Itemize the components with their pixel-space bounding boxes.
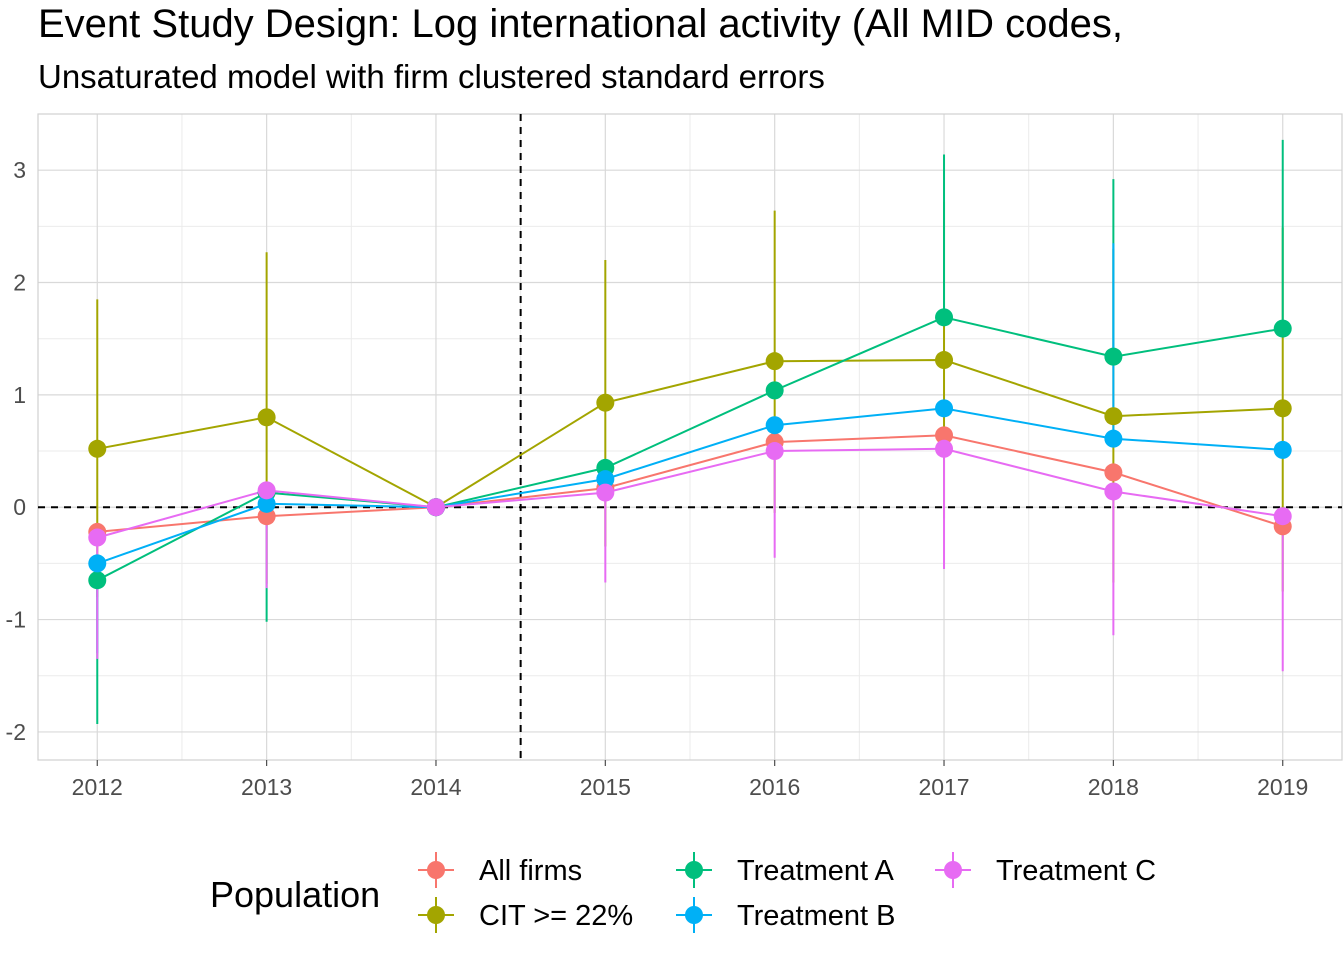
point-treatment-b-2012 <box>88 554 107 573</box>
legend-title: Population <box>210 874 380 915</box>
legend-key-point <box>427 861 445 879</box>
series-points <box>88 308 1292 590</box>
legend-key-point <box>685 861 703 879</box>
x-tick-label: 2019 <box>1257 774 1308 800</box>
point-cit-22-2017 <box>935 351 954 370</box>
legend: Population All firms CIT >= 22% Treatment A… <box>210 852 1156 933</box>
point-cit-22-2016 <box>765 352 784 371</box>
legend-item-treatment-a: Treatment A <box>676 852 895 888</box>
legend-key-point <box>685 906 703 924</box>
point-all-firms-2017 <box>935 426 954 445</box>
point-treatment-c-2017 <box>935 439 954 458</box>
point-treatment-a-2016 <box>765 381 784 400</box>
point-treatment-c-2018 <box>1104 482 1123 501</box>
point-treatment-c-2015 <box>596 483 615 502</box>
legend-key-point <box>427 906 445 924</box>
legend-item-treatment-c: Treatment C <box>935 852 1156 888</box>
point-treatment-a-2019 <box>1273 319 1292 338</box>
legend-label: CIT >= 22% <box>479 900 633 932</box>
point-all-firms-2013 <box>257 507 276 526</box>
series-line-treatment-c <box>97 447 1283 539</box>
grid <box>37 113 1343 761</box>
chart-title: Event Study Design: Log international ac… <box>38 2 1123 46</box>
point-cit-22-2015 <box>596 393 615 412</box>
series-line-treatment-b <box>96 407 1283 565</box>
point-treatment-b-2013 <box>257 494 276 513</box>
legend-label: Treatment C <box>996 855 1156 887</box>
point-treatment-b-2015 <box>596 470 615 489</box>
series-line-all-firms <box>97 434 1284 533</box>
point-treatment-a-2012 <box>88 571 107 590</box>
series-line-cit-22 <box>97 358 1283 509</box>
x-tick-label: 2018 <box>1088 774 1139 800</box>
y-tick-label: 2 <box>13 270 26 296</box>
x-tick-label: 2015 <box>580 774 631 800</box>
panel-border <box>37 113 1343 761</box>
point-cit-22-2013 <box>257 408 276 427</box>
chart-subtitle: Unsaturated model with firm clustered st… <box>38 58 825 95</box>
point-treatment-c-2019 <box>1273 507 1292 526</box>
point-treatment-c-2012 <box>88 528 107 547</box>
point-cit-22-2012 <box>88 439 107 458</box>
legend-item-all-firms: All firms <box>418 852 582 888</box>
y-tick-label: -1 <box>6 607 26 633</box>
reference-lines <box>38 114 1342 760</box>
point-treatment-a-2018 <box>1104 347 1123 366</box>
point-treatment-c-2013 <box>257 481 276 500</box>
legend-item-treatment-b: Treatment B <box>676 897 895 933</box>
x-tick-label: 2016 <box>749 774 800 800</box>
x-tick-label: 2017 <box>918 774 969 800</box>
legend-label: Treatment B <box>737 900 895 932</box>
series-line-treatment-a <box>96 316 1283 582</box>
y-tick-label: -2 <box>6 719 26 745</box>
point-treatment-b-2018 <box>1104 429 1123 448</box>
y-tick-label: 1 <box>13 382 26 408</box>
axes: -2 -1 0 1 2 3 2012 2013 2014 2015 2016 2017 2018 2019 <box>6 157 1309 800</box>
legend-item-cit-22: CIT >= 22% <box>418 897 633 933</box>
point-all-firms-2018 <box>1104 463 1123 482</box>
legend-key-point <box>944 861 962 879</box>
legend-label: All firms <box>479 855 582 887</box>
point-treatment-b-2019 <box>1273 440 1292 459</box>
point-cit-22-2018 <box>1104 407 1123 426</box>
x-tick-label: 2014 <box>410 774 461 800</box>
point-cit-22-2019 <box>1273 399 1292 418</box>
legend-label: Treatment A <box>737 855 895 887</box>
y-tick-label: 3 <box>13 157 26 183</box>
x-tick-label: 2012 <box>72 774 123 800</box>
point-treatment-a-2017 <box>935 308 954 327</box>
series-lines <box>96 316 1284 582</box>
point-treatment-c-2014 <box>426 498 445 517</box>
y-tick-label: 0 <box>13 494 26 520</box>
point-treatment-b-2016 <box>765 416 784 435</box>
x-tick-label: 2013 <box>241 774 292 800</box>
point-treatment-c-2016 <box>765 442 784 461</box>
point-treatment-b-2017 <box>935 399 954 418</box>
